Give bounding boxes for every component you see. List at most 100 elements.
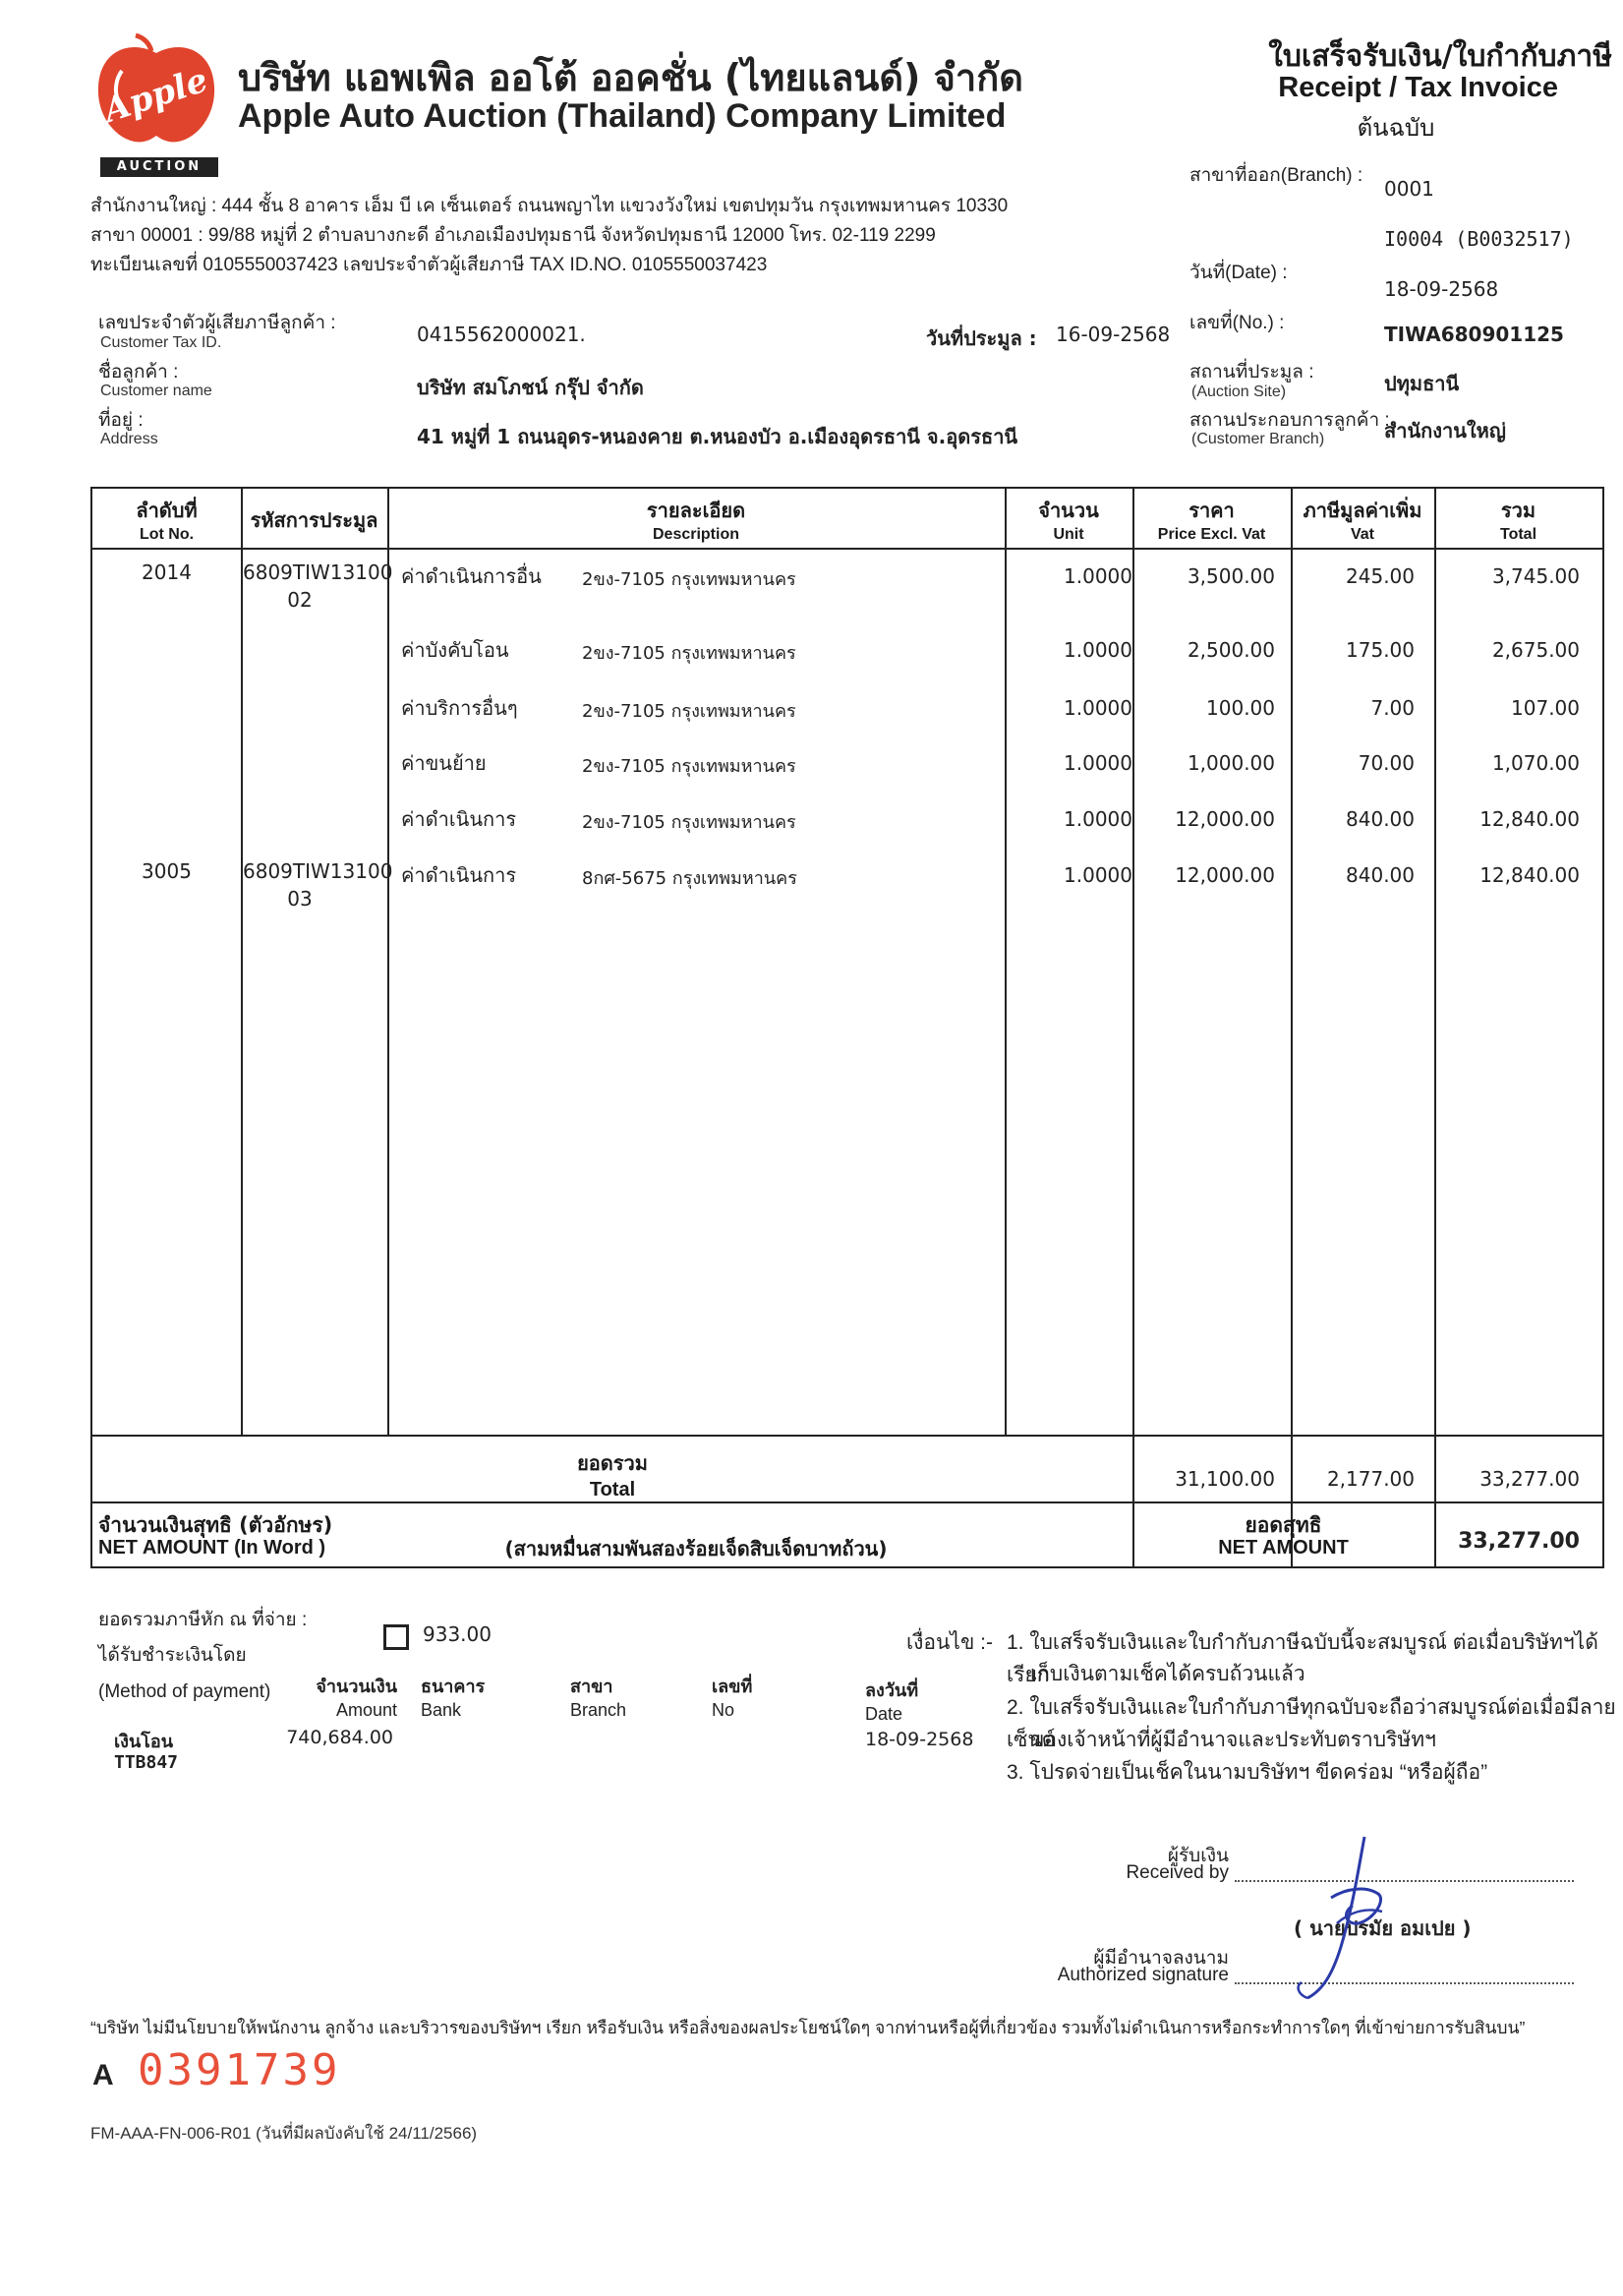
row-price: 12,000.00	[1175, 863, 1275, 887]
header-unit: จำนวน Unit	[1005, 495, 1132, 544]
total-label-en: Total	[589, 1479, 636, 1501]
branch-value: 0001	[1384, 177, 1434, 201]
payment-method-value: เงินโอน	[114, 1732, 174, 1752]
header-lot-en: Lot No.	[139, 526, 195, 543]
form-code: FM-AAA-FN-006-R01 (วันที่มีผลบังคับใช้ 2…	[90, 2124, 478, 2143]
items-table: ลำดับที่ Lot No. รหัสการประมูล รายละเอีย…	[90, 487, 1604, 1568]
customer-address-label: ที่อยู่ :	[98, 410, 144, 431]
customer-branch-label-en: (Customer Branch)	[1191, 431, 1325, 447]
table-row: 2014 6809TIW13100 02 ค่าดำเนินการอื่น 2ข…	[92, 560, 1602, 629]
condition-line: 2. ใบเสร็จรับเงินและใบกำกับภาษีทุกฉบับจะ…	[1007, 1696, 1616, 1751]
net-word-value: (สามหมื่นสามพันสองร้อยเจ็ดสิบเจ็ดบาทถ้วน…	[504, 1537, 888, 1560]
customer-address-value: 41 หมู่ที่ 1 ถนนอุดร-หนองคาย ต.หนองบัว อ…	[417, 425, 1018, 448]
customer-tax-label: เลขประจำตัวผู้เสียภาษีลูกค้า :	[98, 313, 336, 333]
customer-tax-value: 0415562000021.	[417, 323, 586, 346]
header-price: ราคา Price Excl. Vat	[1132, 495, 1291, 544]
table-row: ค่าบังคับโอน 2ขง-7105 กรุงเทพมหานคร 1.00…	[92, 634, 1602, 674]
no-header-th: เลขที่	[712, 1677, 753, 1697]
header-total-th: รวม	[1500, 499, 1536, 522]
row-price: 3,500.00	[1187, 564, 1275, 588]
customer-name-label-en: Customer name	[100, 383, 212, 399]
handwritten-signature	[1297, 1836, 1383, 2000]
row-code-suffix: 02	[287, 588, 313, 612]
row-vat: 175.00	[1346, 638, 1415, 662]
authorized-en: Authorized signature	[1057, 1965, 1229, 1985]
payment-method-ref: TTB847	[114, 1752, 179, 1773]
table-row: ค่าดำเนินการ 2ขง-7105 กรุงเทพมหานคร 1.00…	[92, 803, 1602, 843]
row-code: 6809TIW13100	[243, 859, 393, 883]
condition-line: เก็บเงินตามเช็คได้ครบถ้วนแล้ว	[1030, 1663, 1305, 1685]
header-vat: ภาษีมูลค่าเพิ่ม Vat	[1291, 495, 1434, 544]
row-vat: 245.00	[1346, 564, 1415, 588]
row-description: ค่าบังคับโอน	[401, 638, 509, 662]
row-description: ค่าบริการอื่นๆ	[401, 696, 518, 720]
header-price-en: Price Excl. Vat	[1157, 526, 1266, 543]
row-total: 3,745.00	[1491, 564, 1580, 588]
document-title-en: Receipt / Tax Invoice	[1278, 72, 1558, 103]
auction-badge: AUCTION	[100, 157, 218, 177]
total-price: 31,100.00	[1175, 1467, 1275, 1491]
header-description-en: Description	[652, 526, 739, 543]
row-total: 12,840.00	[1479, 863, 1580, 887]
bank-header: ธนาคาร Bank	[421, 1672, 485, 1721]
bank-header-en: Bank	[421, 1700, 462, 1720]
total-vat: 2,177.00	[1326, 1467, 1415, 1491]
serial-number: 0391739	[138, 2045, 341, 2095]
serial-prefix: A	[92, 2059, 114, 2091]
header-total-en: Total	[1499, 526, 1537, 543]
company-name-en: Apple Auto Auction (Thailand) Company Li…	[238, 97, 1007, 135]
row-total: 107.00	[1511, 696, 1580, 720]
company-registration: ทะเบียนเลขที่ 0105550037423 เลขประจำตัวผ…	[90, 255, 768, 275]
date-label: วันที่(Date) :	[1189, 263, 1288, 283]
site-label: สถานที่ประมูล :	[1189, 362, 1314, 383]
row-vat: 7.00	[1370, 696, 1415, 720]
header-total: รวม Total	[1434, 495, 1602, 544]
no-value: TIWA680901125	[1384, 323, 1564, 346]
site-label-en: (Auction Site)	[1191, 383, 1287, 400]
header-lot-th: ลำดับที่	[136, 499, 198, 522]
total-label: ยอดรวม Total	[92, 1447, 1132, 1501]
row-plate: 2ขง-7105 กรุงเทพมหานคร	[582, 569, 796, 590]
branch-code: I0004 (B0032517)	[1384, 227, 1574, 251]
row-price: 1,000.00	[1187, 751, 1275, 775]
payment-date-value: 18-09-2568	[865, 1729, 974, 1750]
received-by-line	[1235, 1880, 1574, 1882]
net-word-label-th: จำนวนเงินสุทธิ (ตัวอักษร)	[98, 1513, 333, 1537]
customer-tax-label-en: Customer Tax ID.	[100, 334, 222, 351]
branch-header-en: Branch	[570, 1700, 627, 1720]
row-price: 2,500.00	[1187, 638, 1275, 662]
row-description: ค่าดำเนินการ	[401, 807, 517, 831]
customer-branch-value: สำนักงานใหญ่	[1384, 419, 1506, 442]
row-price: 100.00	[1206, 696, 1275, 720]
row-description: ค่าขนย้าย	[401, 751, 487, 775]
row-plate: 2ขง-7105 กรุงเทพมหานคร	[582, 812, 796, 833]
authorized-th: ผู้มีอำนาจลงนาม	[1093, 1948, 1229, 1969]
customer-name-value: บริษัท สมโภชน์ กรุ๊ป จำกัด	[417, 376, 644, 399]
withholding-value: 933.00	[423, 1622, 492, 1646]
withholding-checkbox	[383, 1624, 409, 1650]
row-lot: 3005	[142, 859, 192, 883]
bank-header-th: ธนาคาร	[421, 1677, 486, 1697]
amount-header-th: จำนวนเงิน	[316, 1677, 397, 1697]
header-code: รหัสการประมูล	[241, 504, 387, 536]
customer-address-label-en: Address	[100, 431, 158, 447]
amount-header-en: Amount	[335, 1700, 397, 1720]
row-unit: 1.0000	[1064, 751, 1132, 775]
row-plate: 2ขง-7105 กรุงเทพมหานคร	[582, 701, 796, 722]
header-unit-en: Unit	[1053, 526, 1084, 543]
row-description: ค่าดำเนินการอื่น	[401, 564, 542, 588]
header-lot: ลำดับที่ Lot No.	[92, 495, 241, 544]
head-office-address: สำนักงานใหญ่ : 444 ชั้น 8 อาคาร เอ็ม บี …	[90, 196, 1009, 216]
net-label-en: NET AMOUNT	[1218, 1537, 1349, 1559]
row-unit: 1.0000	[1064, 638, 1132, 662]
date-header: ลงวันที่ Date	[865, 1676, 918, 1725]
table-row: ค่าบริการอื่นๆ 2ขง-7105 กรุงเทพมหานคร 1.…	[92, 692, 1602, 732]
branch-header-th: สาขา	[570, 1677, 613, 1697]
customer-name-label: ชื่อลูกค้า :	[98, 362, 179, 383]
net-value: 33,277.00	[1458, 1529, 1580, 1554]
date-header-th: ลงวันที่	[865, 1680, 919, 1701]
row-total: 2,675.00	[1491, 638, 1580, 662]
auction-date-value: 16-09-2568	[1056, 323, 1171, 346]
row-vat: 840.00	[1346, 863, 1415, 887]
row-code-suffix: 03	[287, 887, 313, 911]
